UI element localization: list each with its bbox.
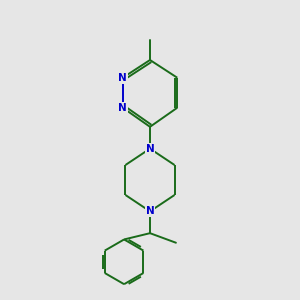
Text: N: N <box>146 144 154 154</box>
Text: N: N <box>146 206 154 216</box>
Text: N: N <box>118 103 127 113</box>
Text: N: N <box>118 73 127 83</box>
